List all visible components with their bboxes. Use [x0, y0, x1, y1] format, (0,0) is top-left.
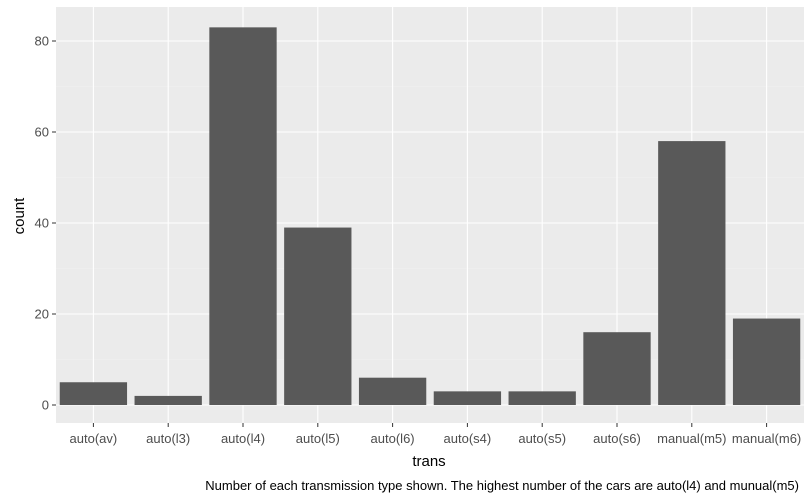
x-tick-label: auto(l4)	[221, 431, 265, 446]
x-axis-title: trans	[412, 453, 445, 470]
x-tick-label: manual(m6)	[732, 431, 801, 446]
x-tick-label: manual(m5)	[657, 431, 726, 446]
bars	[59, 27, 801, 405]
x-tick-label: auto(l3)	[146, 431, 190, 446]
y-tick-label: 0	[42, 398, 49, 413]
x-tick-label: auto(s6)	[593, 431, 641, 446]
bar-manual(m5)	[658, 141, 726, 405]
x-tick-label: auto(l6)	[371, 431, 415, 446]
bar-manual(m6)	[732, 318, 801, 405]
bar-auto(l4)	[209, 27, 277, 405]
y-axis-title: count	[11, 197, 28, 235]
x-tick-label: auto(s4)	[444, 431, 492, 446]
x-tick-label: auto(av)	[70, 431, 118, 446]
bar-auto(l5)	[284, 227, 352, 405]
x-tick-label: auto(s5)	[518, 431, 566, 446]
bar-auto(s5)	[508, 391, 576, 405]
bar-auto(l6)	[358, 377, 427, 405]
y-tick-label: 80	[35, 34, 49, 49]
y-tick-label: 20	[35, 307, 49, 322]
chart-caption: Number of each transmission type shown. …	[205, 478, 799, 493]
y-axis: 0 20 40 60 80	[35, 34, 56, 413]
bar-auto(l3)	[134, 395, 202, 405]
x-tick-label: auto(l5)	[296, 431, 340, 446]
bar-auto(av)	[59, 382, 128, 405]
bar-auto(s4)	[433, 391, 502, 405]
bar-auto(s6)	[583, 332, 651, 405]
y-tick-label: 60	[35, 125, 49, 140]
x-axis: auto(av) auto(l3) auto(l4) auto(l5) auto(l6)…	[70, 423, 801, 446]
y-tick-label: 40	[35, 216, 49, 231]
